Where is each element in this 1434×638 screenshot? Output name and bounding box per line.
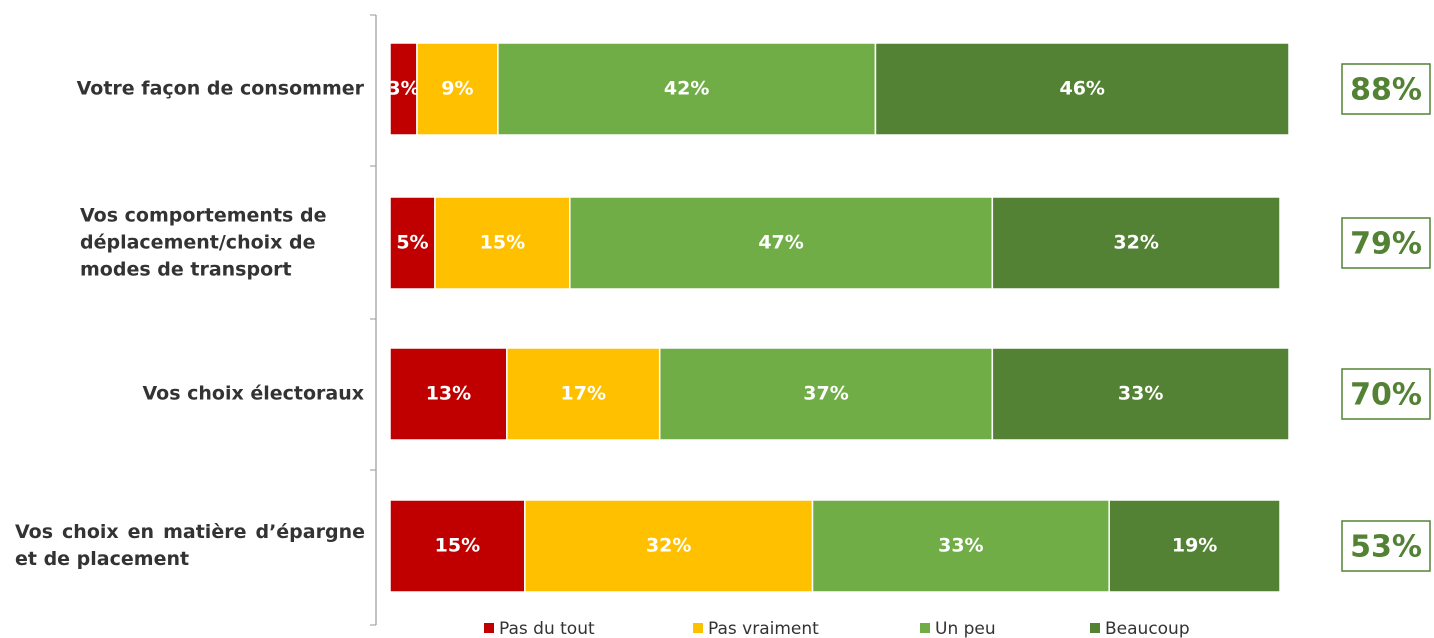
value-label: 32% — [646, 535, 691, 557]
total-label: 88% — [1350, 73, 1422, 108]
total-label: 70% — [1350, 378, 1422, 413]
legend-label: Un peu — [935, 619, 996, 638]
value-label: 47% — [758, 232, 803, 254]
value-label: 5% — [396, 232, 428, 254]
bar-segment — [389, 347, 508, 441]
value-label: 32% — [1113, 232, 1158, 254]
legend-swatch — [693, 623, 703, 633]
bar-segment — [874, 42, 1290, 136]
bar-segment — [811, 499, 1110, 593]
legend-swatch — [484, 623, 494, 633]
bar-segment — [506, 347, 661, 441]
bar-segment — [569, 196, 994, 290]
value-label: 19% — [1172, 535, 1217, 557]
value-label: 3% — [387, 78, 419, 100]
value-label: 42% — [664, 78, 709, 100]
value-label: 33% — [938, 535, 983, 557]
total-label: 53% — [1350, 530, 1422, 565]
category-label: Vos choix en matière d’épargne et de pla… — [15, 521, 365, 570]
total-box — [1341, 520, 1431, 572]
total-box — [1341, 63, 1431, 115]
bar-segment — [497, 42, 877, 136]
category-label: Vos comportements de déplacement/choix d… — [80, 204, 327, 281]
value-label: 37% — [803, 383, 848, 405]
value-label: 17% — [561, 383, 606, 405]
legend-label: Beaucoup — [1105, 619, 1190, 638]
total-label: 79% — [1350, 227, 1422, 262]
legend-swatch — [1090, 623, 1100, 633]
bar-segment — [389, 42, 418, 136]
legend-swatch — [920, 623, 930, 633]
bar-segment — [389, 499, 526, 593]
category-label: Vos choix électoraux — [142, 382, 364, 405]
bar-segment — [991, 347, 1290, 441]
value-label: 13% — [426, 383, 471, 405]
category-label: Votre façon de consommer — [76, 77, 364, 100]
total-box — [1341, 368, 1431, 420]
legend-label: Pas du tout — [499, 619, 595, 638]
bar-segment — [658, 347, 994, 441]
bar-segment — [1108, 499, 1281, 593]
bar-segment — [416, 42, 499, 136]
bar-segment — [991, 196, 1281, 290]
value-label: 9% — [441, 78, 473, 100]
value-label: 33% — [1118, 383, 1163, 405]
value-label: 15% — [480, 232, 525, 254]
legend-label: Pas vraiment — [708, 619, 819, 638]
value-label: 46% — [1059, 78, 1104, 100]
value-label: 15% — [435, 535, 480, 557]
total-box — [1341, 217, 1431, 269]
